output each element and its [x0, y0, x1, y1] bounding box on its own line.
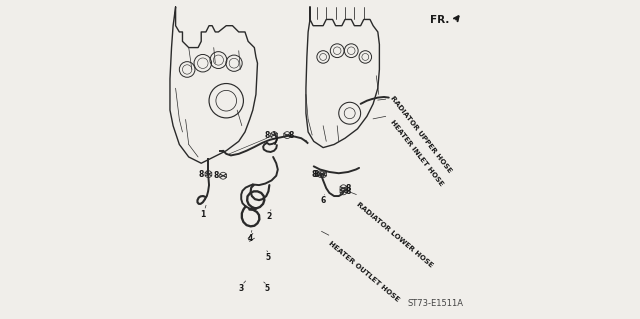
Text: 1: 1 [200, 210, 205, 219]
Text: 8: 8 [264, 130, 270, 140]
Text: RADIATOR UPPER HOSE: RADIATOR UPPER HOSE [389, 95, 452, 174]
Text: 7: 7 [273, 138, 278, 147]
Text: 5: 5 [266, 253, 271, 262]
Text: 6: 6 [321, 196, 326, 205]
Text: FR.: FR. [430, 15, 450, 25]
Text: 4: 4 [248, 234, 253, 243]
Text: RADIATOR LOWER HOSE: RADIATOR LOWER HOSE [355, 202, 433, 269]
Text: 8: 8 [214, 171, 219, 180]
Text: 2: 2 [267, 212, 272, 221]
Text: 8: 8 [312, 170, 317, 179]
Text: 8: 8 [199, 170, 204, 179]
Text: HEATER OUTLET HOSE: HEATER OUTLET HOSE [328, 241, 401, 303]
Text: 5: 5 [264, 284, 269, 293]
Text: HEATER INLET HOSE: HEATER INLET HOSE [389, 119, 444, 187]
Text: 8: 8 [345, 187, 351, 196]
Text: 3: 3 [238, 284, 244, 293]
Text: 8: 8 [345, 184, 351, 193]
Text: 8: 8 [289, 130, 294, 140]
Text: 8: 8 [314, 170, 319, 179]
Text: ST73-E1511A: ST73-E1511A [408, 300, 463, 308]
